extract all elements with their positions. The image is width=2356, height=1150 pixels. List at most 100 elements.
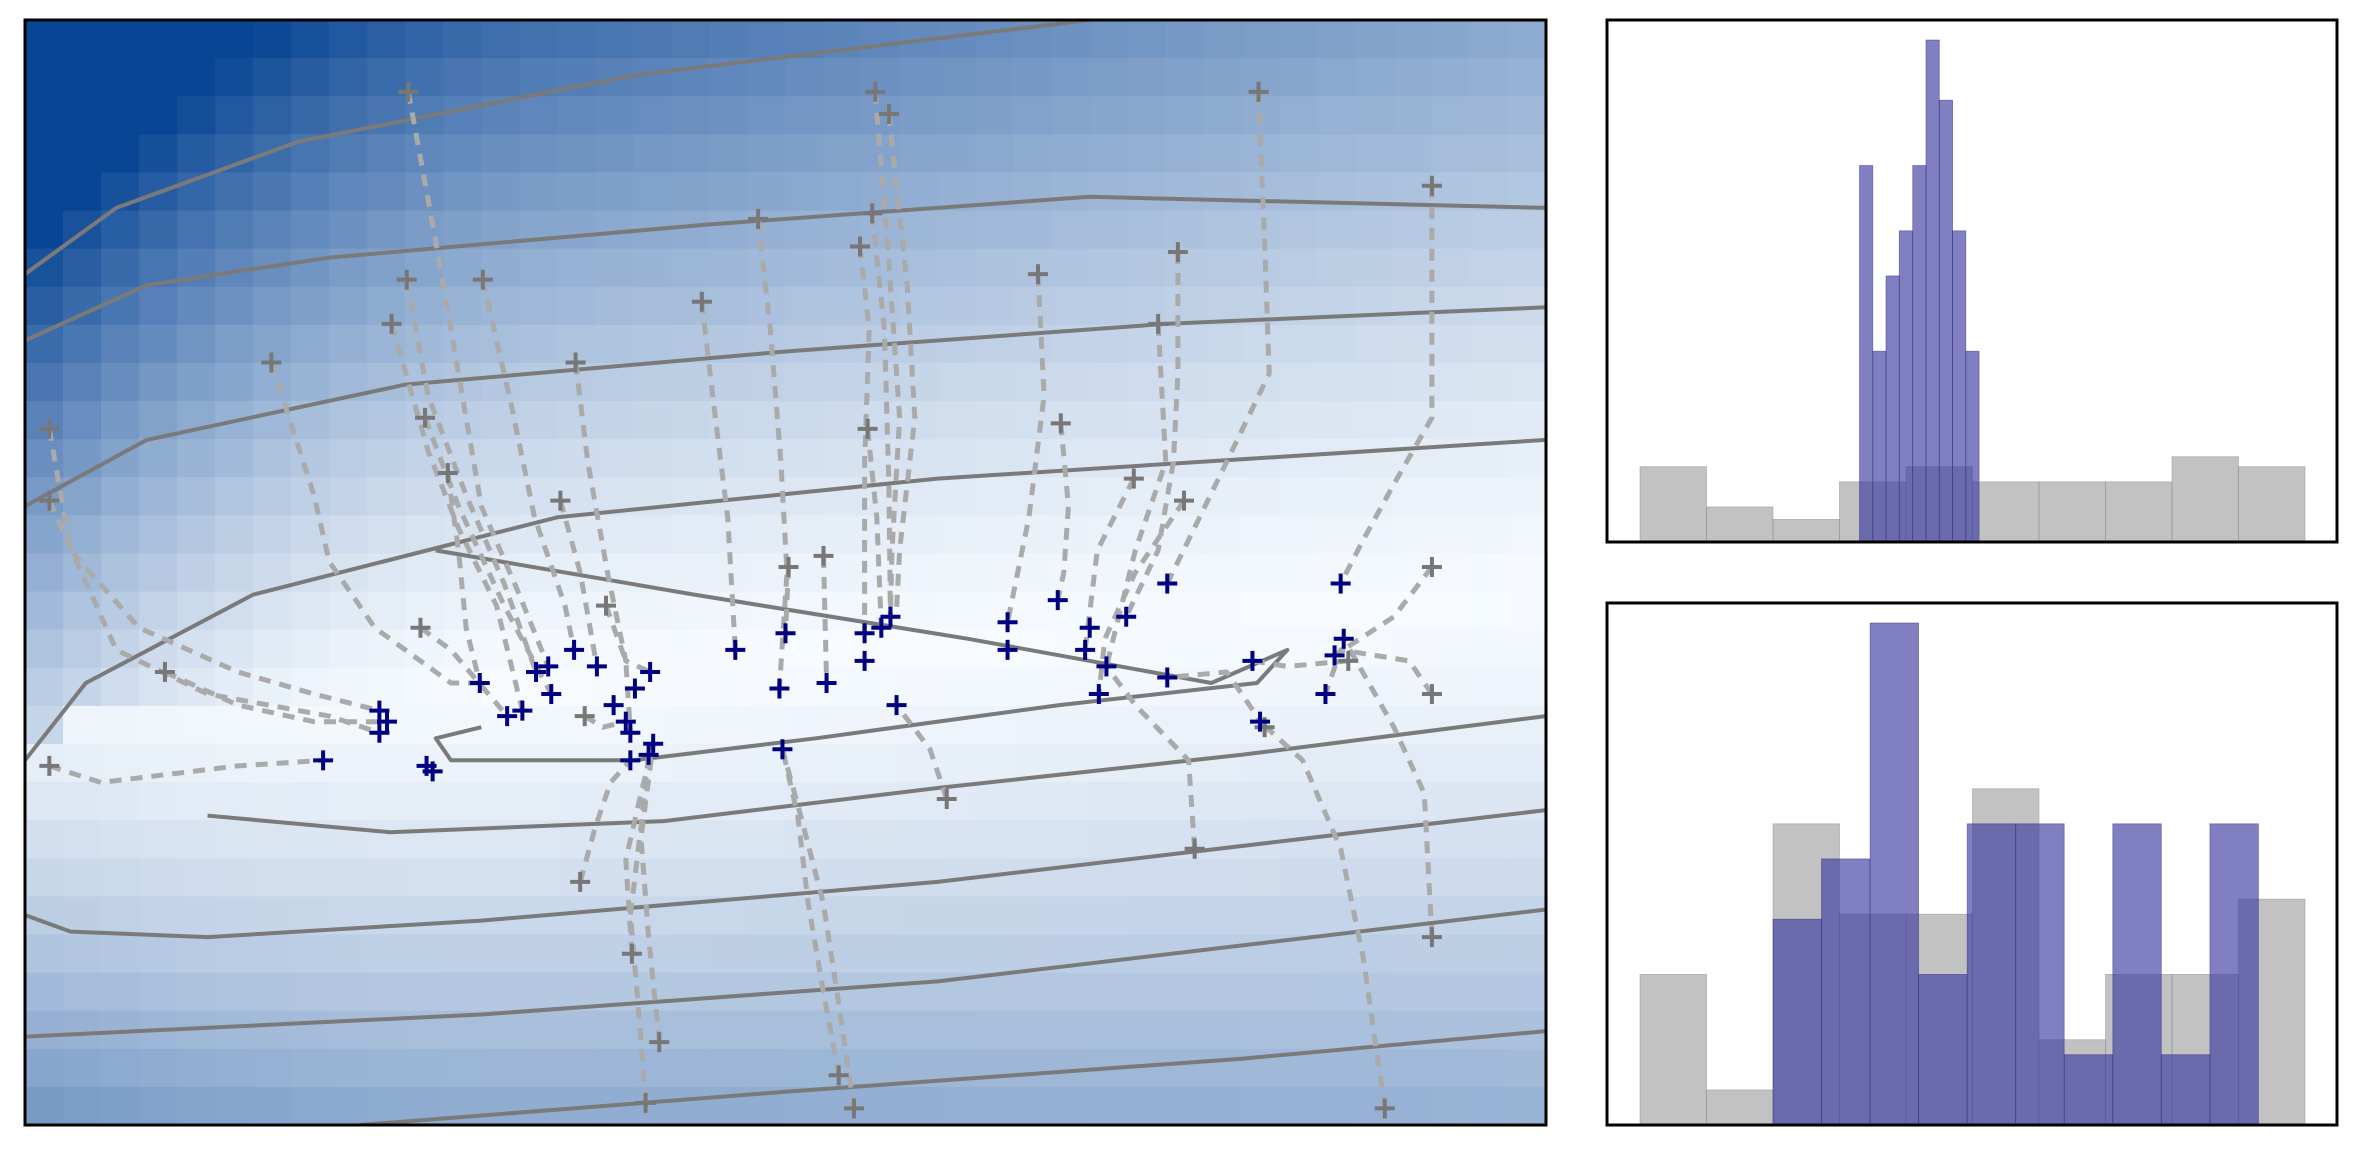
heatmap-cell (899, 210, 939, 250)
heatmap-cell (443, 96, 482, 135)
heatmap-cell (291, 324, 330, 364)
heatmap-cell (1279, 210, 1319, 250)
heatmap-cell (329, 591, 368, 631)
initial-point-marker (1374, 1098, 1395, 1119)
heatmap-cell (1431, 20, 1471, 59)
heatmap-cell (253, 972, 292, 1012)
initial-point-marker (574, 706, 595, 727)
heatmap-cell (633, 172, 673, 212)
heatmap-cell (1507, 896, 1546, 936)
heatmap-cell (1317, 1048, 1357, 1088)
heatmap-cell (291, 96, 330, 135)
heatmap-cell (1013, 1010, 1053, 1050)
heatmap-cell (63, 591, 102, 631)
heatmap-cell (1469, 286, 1509, 326)
heatmap-cell (937, 248, 977, 288)
heatmap-cell (63, 934, 102, 974)
heatmap-cell (215, 1048, 254, 1088)
heatmap-cell (1317, 972, 1357, 1012)
heatmap-cell (1013, 210, 1053, 250)
heatmap-cell (1241, 782, 1281, 821)
heatmap-cell (1165, 324, 1205, 364)
initial-point-marker (748, 208, 769, 229)
heatmap-cell (63, 58, 102, 97)
heatmap-cell (253, 629, 292, 669)
heatmap-cell (1051, 1086, 1091, 1125)
heatmap-cell (215, 477, 254, 516)
heatmap-cell (1279, 1010, 1319, 1050)
heatmap-cell (1431, 362, 1471, 402)
heatmap-cell (861, 896, 901, 936)
heatmap-cell (253, 58, 292, 97)
heatmap-cell (101, 705, 140, 745)
heatmap-cell (139, 286, 178, 326)
heatmap-cell (1203, 1086, 1243, 1125)
heatmap-cell (671, 401, 711, 440)
heatmap-cell (1279, 439, 1319, 478)
heatmap-cell (215, 20, 254, 59)
heatmap-cell (747, 591, 787, 631)
heatmap-cell (861, 20, 901, 59)
heatmap-cell (177, 820, 216, 859)
heatmap-cell (595, 401, 635, 440)
trajectory-path (1333, 565, 1434, 658)
heatmap-cell (367, 96, 406, 135)
heatmap-cell (899, 972, 939, 1012)
initial-histogram-bar (1706, 1089, 1774, 1126)
heatmap-cell (1431, 134, 1471, 174)
heatmap-cell (595, 439, 635, 478)
heatmap-cell (975, 515, 1015, 555)
heatmap-cell (1393, 896, 1433, 936)
heatmap-cell (1355, 58, 1395, 97)
heatmap-cell (519, 1086, 558, 1125)
heatmap-cell (975, 477, 1015, 516)
heatmap-cell (595, 248, 635, 288)
trajectory-lines (46, 91, 1435, 1109)
heatmap-cell (1507, 667, 1546, 707)
heatmap-cell (1317, 743, 1357, 783)
heatmap-cell (291, 248, 330, 288)
heatmap-cell (1013, 896, 1053, 936)
heatmap-cell (937, 210, 977, 250)
heatmap-cell (1203, 172, 1243, 212)
heatmap-cell (861, 1086, 901, 1125)
heatmap-cell (747, 96, 787, 135)
final-point-marker (369, 700, 390, 721)
heatmap-cell (101, 782, 140, 821)
trajectory-path (699, 301, 738, 651)
heatmap-cell (405, 896, 444, 936)
heatmap-cell (481, 934, 520, 974)
initial-point-marker (1421, 927, 1442, 948)
final-point-marker (854, 623, 875, 644)
heatmap-cell (329, 667, 368, 707)
heatmap-cell (367, 439, 406, 478)
heatmap-cell (1507, 591, 1546, 631)
heatmap-cell (1507, 248, 1546, 288)
heatmap-cell (253, 439, 292, 478)
heatmap-cell (1507, 553, 1546, 593)
final-point-marker (1333, 628, 1354, 649)
heatmap-cell (139, 972, 178, 1012)
heatmap-cell (253, 210, 292, 250)
heatmap-cell (253, 286, 292, 326)
heatmap-cell (1241, 401, 1281, 440)
heatmap-cell (633, 896, 673, 936)
heatmap-cell (139, 782, 178, 821)
heatmap-cell (101, 934, 140, 974)
heatmap-cell (1127, 591, 1167, 631)
heatmap-cell (1203, 858, 1243, 897)
trajectory-path (821, 555, 830, 684)
heatmap-cell (1355, 210, 1395, 250)
heatmap-cell (975, 58, 1015, 97)
heatmap-cell (1279, 324, 1319, 364)
heatmap-cell (633, 858, 673, 897)
heatmap-cell (215, 1086, 254, 1125)
heatmap-cell (1051, 667, 1091, 707)
heatmap-cell (1431, 286, 1471, 326)
heatmap-cell (1393, 743, 1433, 783)
heatmap-cell (519, 477, 558, 516)
heatmap-cell (215, 743, 254, 783)
final-histogram-bar (1859, 165, 1874, 543)
heatmap-cell (1393, 477, 1433, 516)
heatmap-cell (1355, 1086, 1395, 1125)
